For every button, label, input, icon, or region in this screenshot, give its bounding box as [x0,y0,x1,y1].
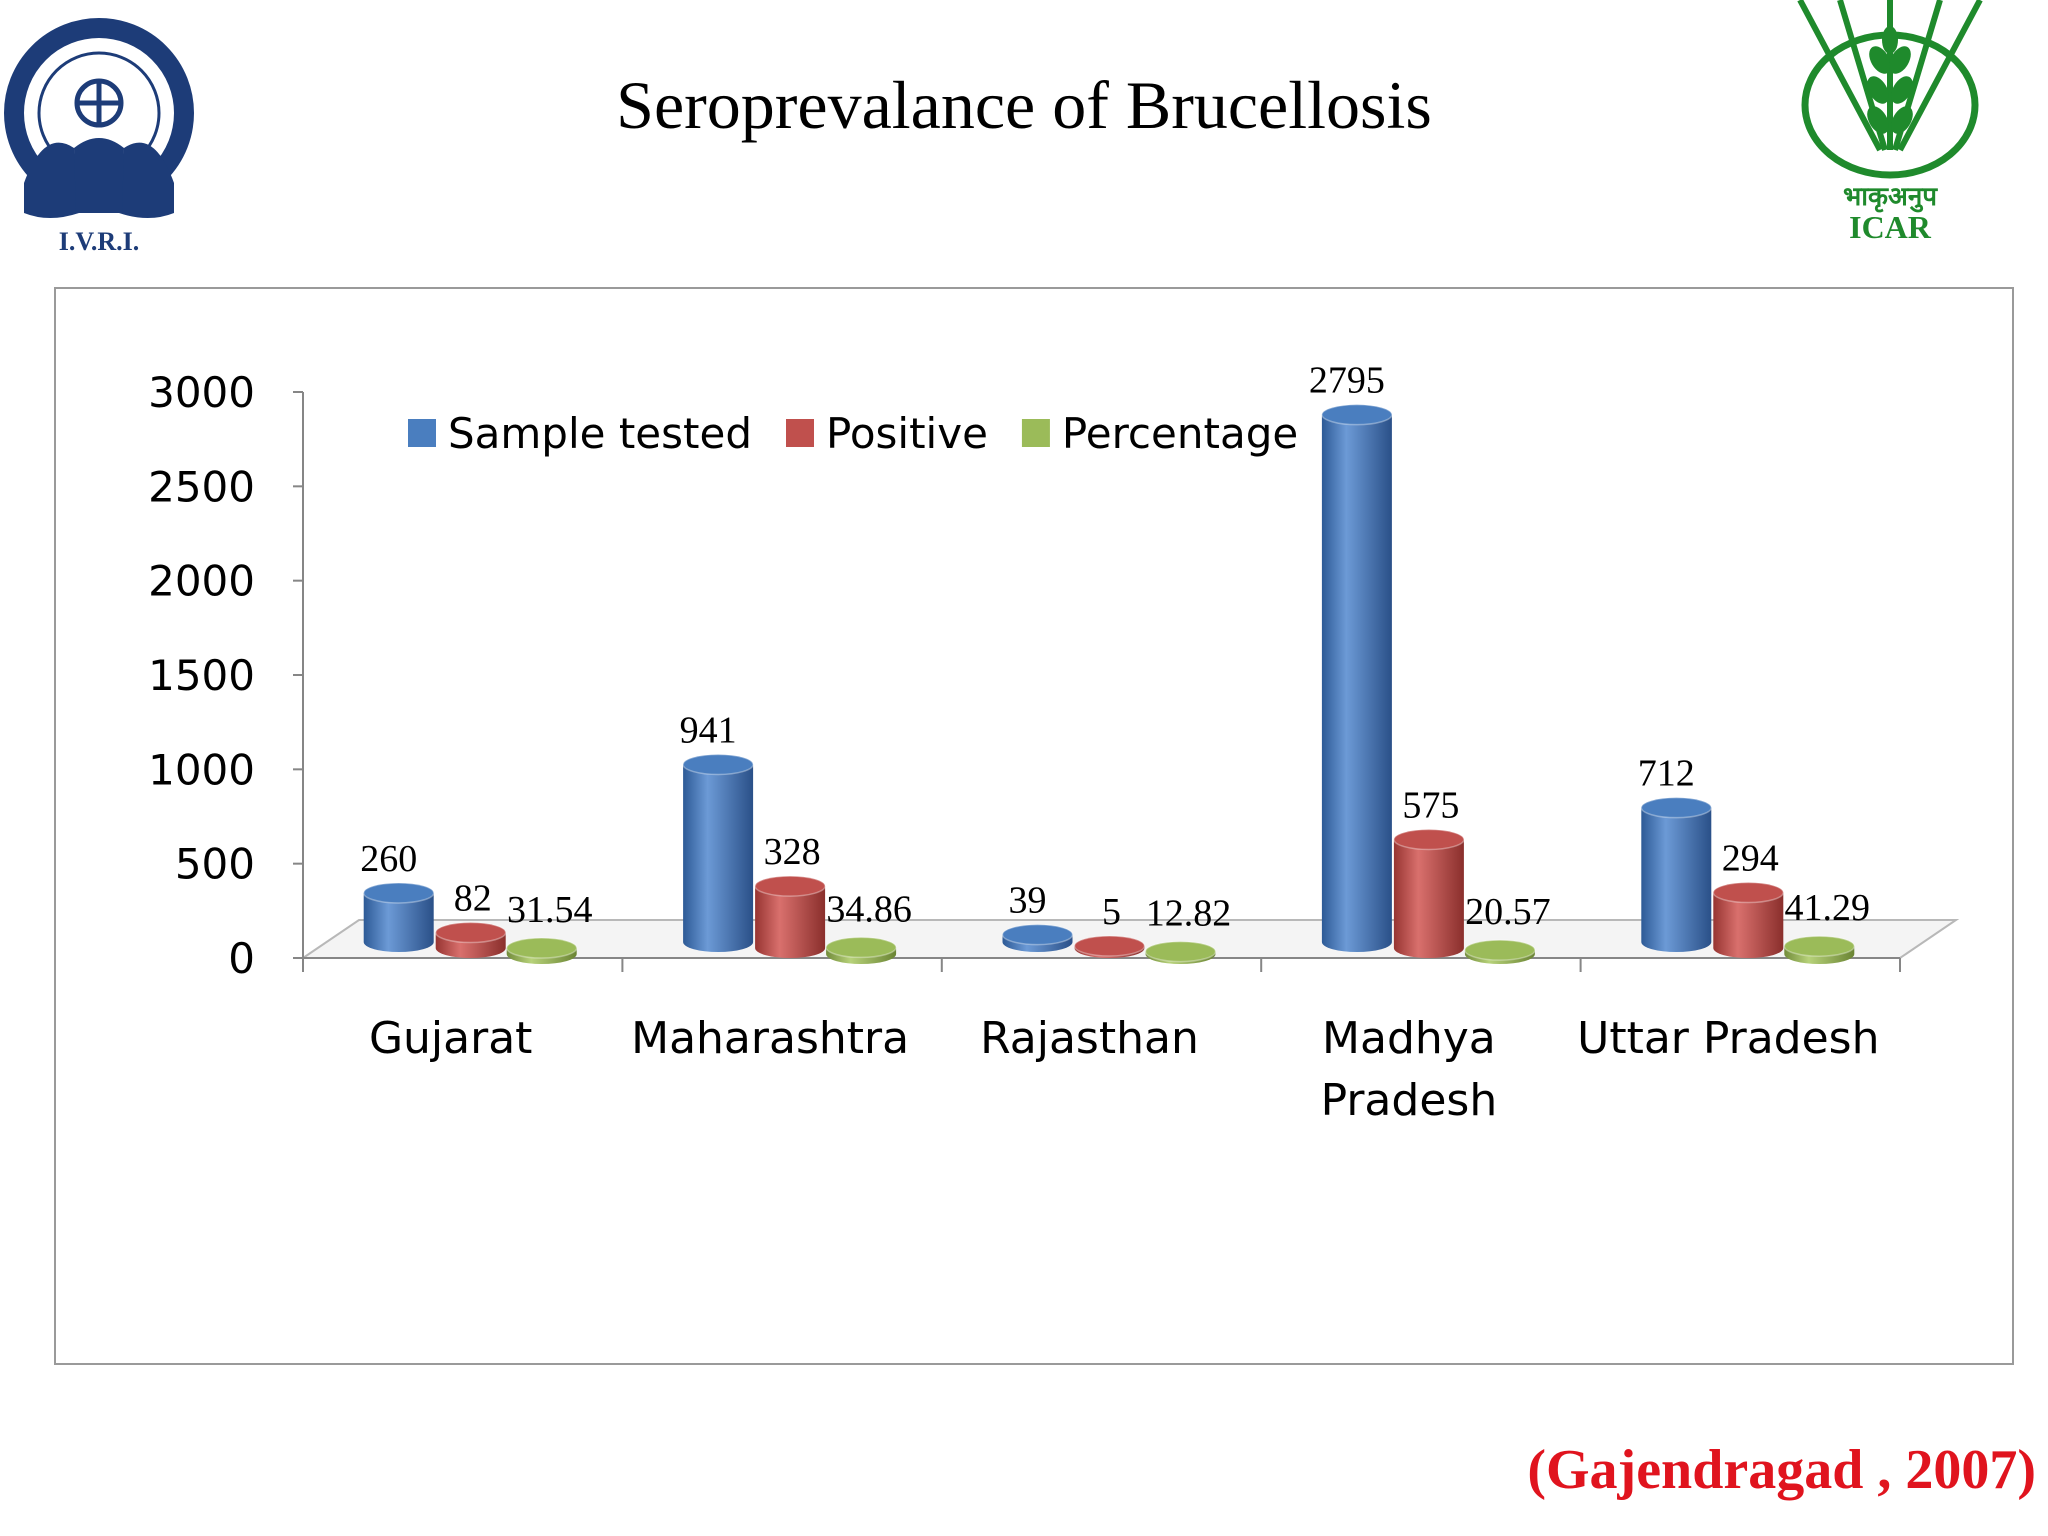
chart-legend: Sample tested Positive Percentage [408,409,1298,458]
bar-top [1001,923,1074,946]
bar-sample-tested [362,882,435,953]
bar-body [755,886,826,958]
bar-body [683,764,754,953]
bar-top [362,882,435,904]
citation: (Gajendragad , 2007) [1527,1439,2036,1501]
bar-top [1783,935,1856,957]
legend-swatch [408,419,436,447]
y-tick-label: 3000 [148,368,255,417]
legend-label: Sample tested [448,409,752,458]
chart-data-labels: 260 941 39 2795 712 82 328 5 575 294 31.54 34.86 12.… [360,360,1870,935]
data-label: 31.54 [507,889,593,931]
bar-body [363,892,434,953]
bar-sample-tested [1640,796,1713,953]
legend-swatch [1021,419,1050,447]
bar-sample-tested [1001,923,1074,953]
y-tick-label: 2500 [148,462,255,511]
bar-positive [754,875,826,958]
bar-top [754,875,826,897]
y-tick-label: 1000 [148,745,255,794]
y-tick-label: 1500 [148,651,255,700]
ivri-logo: I.V.R.I. [4,18,194,256]
data-label: 328 [764,831,821,873]
x-category-label: Uttar Pradesh [1577,1013,1879,1064]
bar-top [505,937,578,959]
bar-top [1640,796,1713,819]
data-label: 2795 [1309,360,1385,402]
x-category-label: Gujarat [369,1013,532,1064]
bar-top [1144,940,1217,963]
bar-positive [1712,881,1785,958]
data-label: 941 [680,709,737,751]
bar-percentage [825,936,897,964]
bar-positive [1393,828,1465,958]
legend-item: Sample tested [408,409,752,458]
y-tick-label: 500 [175,840,255,889]
bar-sample-tested [682,753,754,953]
icar-logo-text: ICAR [1849,209,1932,245]
bar-body [1713,892,1784,958]
ivri-logo-figure-left [24,142,79,218]
icar-logo: भाकृअनुप ICAR [1797,0,1983,245]
legend-label: Percentage [1062,409,1298,458]
bar-percentage [1783,935,1856,964]
bar-percentage [1144,940,1217,964]
bar-body [1641,807,1712,953]
bar-top [1073,935,1146,957]
ivri-logo-figure-right [119,142,174,218]
bar-positive [434,921,507,958]
bar-percentage [1464,939,1536,964]
chart-axes: 0 500 1000 1500 2000 2500 3000 Gujarat Maharasht… [148,368,1901,1126]
x-category-label: Rajasthan [980,1013,1199,1064]
bar-top [1393,828,1465,851]
bar-percentage [505,937,578,964]
bar-top [434,921,507,944]
bar-top [1321,403,1393,426]
data-label: 712 [1638,753,1695,795]
legend-swatch [786,419,814,447]
chart-bars [362,403,1856,964]
legend-item: Percentage [1021,409,1298,458]
legend-label: Positive [826,409,988,458]
data-label: 5 [1102,891,1121,933]
data-label: 82 [454,878,492,920]
legend-item: Positive [786,409,988,458]
bar-body [1393,839,1464,958]
data-label: 294 [1722,838,1779,880]
slide-title: Seroprevalance of Brucellosis [616,67,1432,143]
bar-positive [1073,935,1146,958]
data-label: 12.82 [1146,893,1232,935]
x-category-label: Maharashtra [631,1013,909,1064]
ivri-logo-text: I.V.R.I. [59,227,139,256]
data-label: 20.57 [1465,891,1551,933]
y-tick-label: 2000 [148,557,255,606]
data-label: 575 [1402,785,1459,827]
bar-top [1464,939,1536,961]
bar-top [682,753,754,776]
data-label: 34.86 [826,888,912,930]
wheat-icon [1867,26,1913,134]
x-category-label: Madhya Pradesh [1321,1013,1498,1126]
y-tick-label: 0 [228,934,255,983]
bar-body [1321,414,1392,953]
bar-sample-tested [1321,403,1393,953]
data-label: 39 [1009,880,1047,922]
bar-top [825,936,897,959]
data-label: 41.29 [1785,887,1871,929]
bar-top [1712,881,1785,904]
data-label: 260 [360,838,417,880]
icar-logo-hindi-text: भाकृअनुप [1843,182,1938,213]
